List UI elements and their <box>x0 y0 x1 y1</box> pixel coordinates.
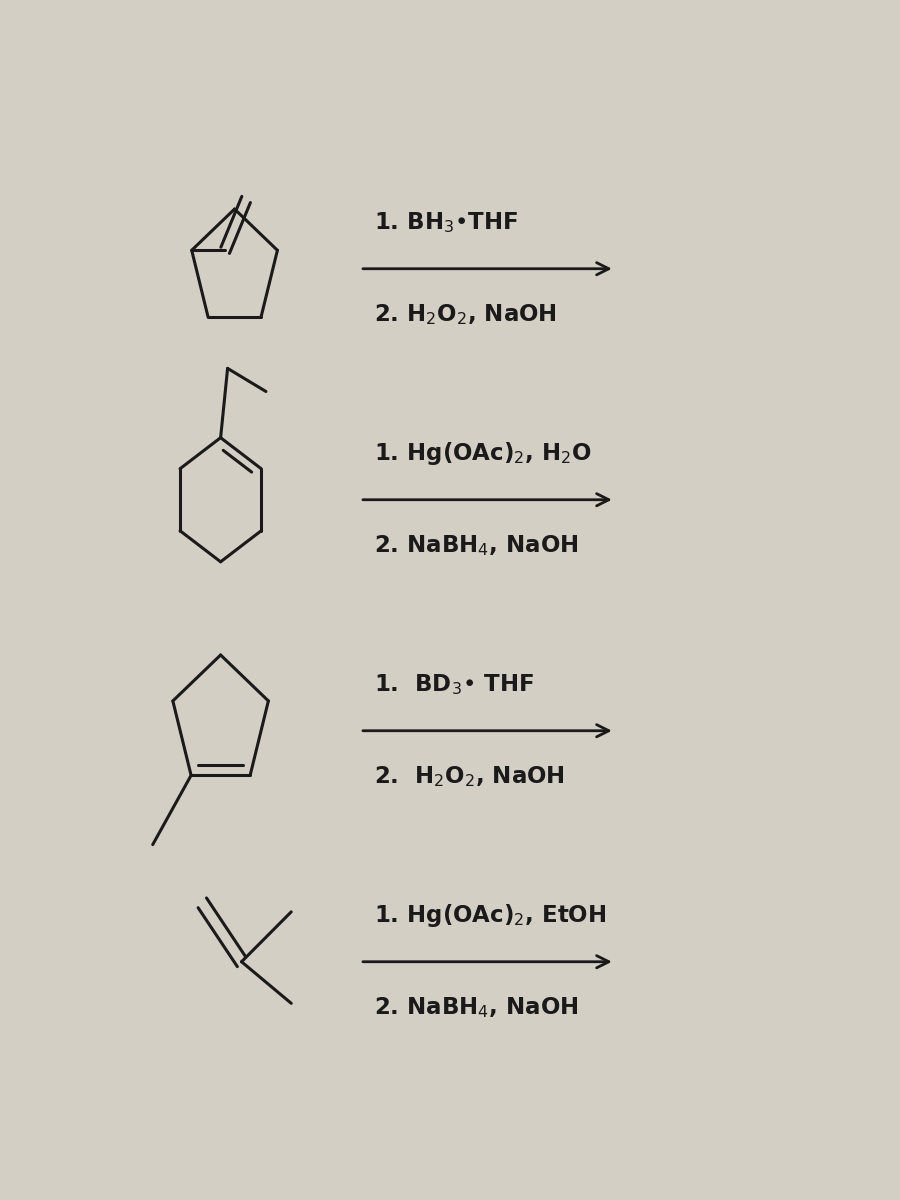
Text: 1. Hg(OAc)$_2$, EtOH: 1. Hg(OAc)$_2$, EtOH <box>374 902 607 929</box>
Text: 2. NaBH$_4$, NaOH: 2. NaBH$_4$, NaOH <box>374 534 579 558</box>
Text: 1. BH$_3$•THF: 1. BH$_3$•THF <box>374 210 518 235</box>
Text: 2.  H$_2$O$_2$, NaOH: 2. H$_2$O$_2$, NaOH <box>374 764 565 790</box>
Text: 1. Hg(OAc)$_2$, H$_2$O: 1. Hg(OAc)$_2$, H$_2$O <box>374 440 592 467</box>
Text: 2. NaBH$_4$, NaOH: 2. NaBH$_4$, NaOH <box>374 996 579 1020</box>
Text: 1.  BD$_3$• THF: 1. BD$_3$• THF <box>374 672 534 697</box>
Text: 2. H$_2$O$_2$, NaOH: 2. H$_2$O$_2$, NaOH <box>374 302 557 328</box>
